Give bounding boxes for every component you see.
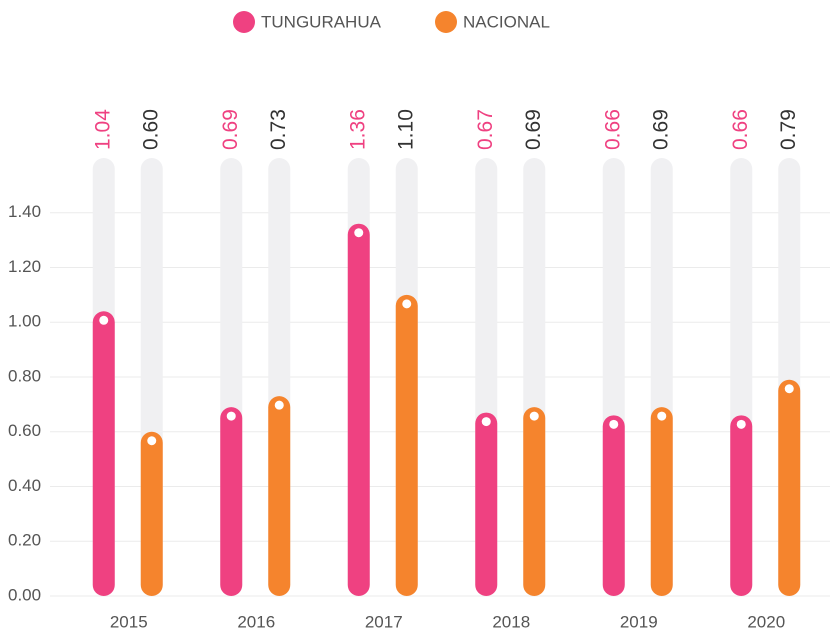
value-label: 0.66 [601, 109, 624, 150]
value-label: 0.69 [219, 109, 242, 150]
legend-swatch [233, 11, 255, 33]
x-tick-label: 2020 [747, 612, 785, 631]
value-label: 0.73 [267, 109, 290, 150]
x-tick-label: 2015 [110, 612, 148, 631]
legend-label: TUNGURAHUA [261, 12, 382, 31]
bar [523, 407, 546, 596]
value-label: 0.67 [474, 109, 497, 150]
bar-dot [226, 411, 236, 421]
value-label: 1.04 [91, 109, 114, 150]
legend-swatch [435, 11, 457, 33]
bar [395, 294, 418, 596]
bar [778, 379, 801, 596]
bar [650, 407, 673, 596]
bar [220, 407, 243, 596]
bar-dot [609, 419, 619, 429]
value-label: 0.66 [729, 109, 752, 150]
x-tick-label: 2016 [237, 612, 275, 631]
bar-dot [529, 411, 539, 421]
value-label: 1.10 [394, 109, 417, 150]
bar [475, 412, 498, 596]
bar [730, 415, 753, 596]
bar-dot [657, 411, 667, 421]
y-tick-label: 0.00 [8, 585, 41, 604]
bar [602, 415, 625, 596]
bar-dot [354, 228, 364, 238]
bar-dot [784, 384, 794, 394]
bar [140, 431, 163, 596]
value-label: 1.36 [346, 109, 369, 150]
bar [347, 223, 370, 596]
bar-dot [481, 417, 491, 427]
y-tick-label: 1.40 [8, 202, 41, 221]
y-tick-label: 0.80 [8, 366, 41, 385]
x-tick-label: 2018 [492, 612, 530, 631]
value-label: 0.79 [777, 109, 800, 150]
value-label: 0.69 [522, 109, 545, 150]
bar [268, 396, 291, 596]
bar-dot [274, 400, 284, 410]
value-label: 0.60 [139, 109, 162, 150]
y-tick-label: 0.20 [8, 531, 41, 550]
x-tick-label: 2019 [620, 612, 658, 631]
bar-dot [402, 299, 412, 309]
bar [92, 311, 115, 596]
x-tick-label: 2017 [365, 612, 403, 631]
value-label: 0.69 [649, 109, 672, 150]
bar-dot [99, 315, 109, 325]
y-tick-label: 0.60 [8, 421, 41, 440]
y-tick-label: 1.00 [8, 312, 41, 331]
legend-label: NACIONAL [463, 12, 550, 31]
y-tick-label: 0.40 [8, 476, 41, 495]
bar-dot [736, 419, 746, 429]
bar-dot [147, 436, 157, 446]
y-tick-label: 1.20 [8, 257, 41, 276]
